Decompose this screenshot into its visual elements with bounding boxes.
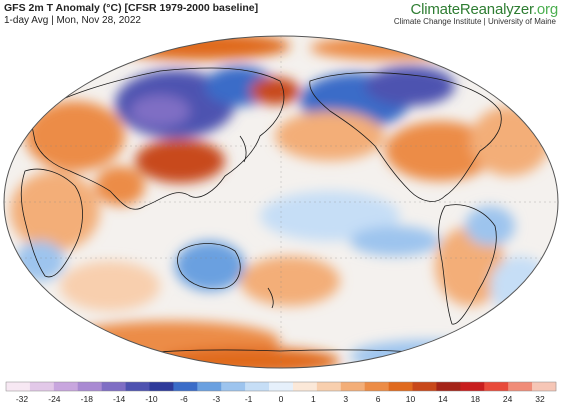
coast-eurasia [29, 67, 285, 210]
colorbar-tick-label: -24 [48, 394, 61, 403]
colorbar-tick-label: -10 [145, 394, 158, 403]
colorbar-swatch [149, 382, 174, 391]
anomaly-arctic-east [310, 36, 470, 60]
colorbar-tick-label: -32 [16, 394, 29, 403]
colorbar-tick-label: 14 [438, 394, 448, 403]
anomaly-africa-warm [10, 171, 100, 251]
colorbar-tick-label: 18 [471, 394, 481, 403]
anomaly-china-warm [135, 139, 225, 183]
chart-title: GFS 2m T Anomaly (°C) [CFSR 1979-2000 ba… [4, 2, 259, 14]
anomaly-india-warm [95, 166, 145, 206]
colorbar-swatch [412, 382, 437, 391]
anomaly-antarctica-east-cool [350, 340, 510, 368]
colorbar-tick-label: 1 [311, 394, 316, 403]
colorbar-swatch [292, 382, 318, 391]
globe-outline [3, 35, 559, 369]
colorbar-legend: -32 -24 -18 -14 -10 -6 -3 -1 0 1 3 6 10 14 18 24 32 [5, 381, 557, 403]
anomaly-south-pacific-warm [240, 256, 340, 306]
colorbar-swatch [388, 382, 413, 391]
anomaly-weddell-warm [480, 336, 558, 366]
coast-south-america [438, 204, 497, 325]
chart-subtitle: 1-day Avg | Mon, Nov 28, 2022 [4, 15, 141, 26]
coast-north-america [309, 72, 502, 202]
anomaly-australia-cool [175, 241, 245, 291]
brand-name: ClimateReanalyzer [410, 1, 533, 18]
anomaly-south-america-warm [435, 226, 505, 306]
colorbar-swatch [532, 382, 557, 391]
colorbar-tick-label: 0 [279, 394, 284, 403]
colorbar-swatch [245, 382, 270, 391]
colorbar-swatch [221, 382, 246, 391]
colorbar-tick-label: -1 [245, 394, 253, 403]
anomaly-siberia-core [130, 95, 190, 127]
anomaly-europe-warm [25, 101, 125, 171]
colorbar-swatch [173, 382, 198, 391]
temperature-anomaly-map [3, 35, 559, 369]
colorbar-swatch [6, 382, 31, 391]
colorbar-tick-label: -14 [113, 394, 126, 403]
coast-japan [239, 135, 247, 163]
colorbar-swatch [340, 382, 365, 391]
colorbar-swatch [77, 382, 102, 391]
coast-new-zealand [267, 287, 274, 309]
colorbar-tick-label: 32 [535, 394, 545, 403]
anomaly-pacific-nw-warm [275, 111, 385, 161]
colorbar-tick-label: 24 [503, 394, 513, 403]
coast-australia [177, 243, 241, 290]
brand-suffix: .org [532, 1, 558, 18]
colorbar-swatch [53, 382, 79, 391]
anomaly-indian-ocean-warm [60, 261, 160, 311]
colorbar-swatch [484, 382, 509, 391]
colorbar-tick-label: 10 [406, 394, 416, 403]
colorbar-tick-label: 6 [376, 394, 381, 403]
anomaly-antarctica-west-warm [160, 347, 340, 368]
colorbar-swatch [197, 382, 222, 391]
coast-greenland [503, 73, 539, 107]
colorbar-tick-label: -3 [213, 394, 221, 403]
colorbar-swatch [125, 382, 150, 391]
anomaly-central-pacific-cool [260, 191, 400, 241]
anomaly-us-warm [385, 121, 495, 181]
colorbar-tick-label: -6 [180, 394, 188, 403]
colorbar-swatch [29, 382, 55, 391]
brand-affiliation: Climate Change Institute | University of… [393, 17, 556, 26]
anomaly-east-pacific-cool [350, 226, 440, 256]
colorbar-tick-label: -18 [81, 394, 94, 403]
colorbar-swatch [316, 382, 342, 391]
colorbar-swatch [460, 382, 485, 391]
colorbar-swatch [101, 382, 126, 391]
colorbar-swatch [269, 382, 294, 391]
colorbar-swatch [364, 382, 389, 391]
anomaly-far-east-warm [250, 77, 300, 105]
coast-africa [20, 168, 83, 278]
colorbar-swatch [508, 382, 533, 391]
anomaly-canada-cold [365, 66, 455, 106]
brand-logo[interactable]: ClimateReanalyzer.org [410, 1, 558, 18]
anomaly-atlantic-warm [470, 106, 550, 176]
anomaly-south-america-cool [465, 206, 515, 246]
colorbar-outline [5, 381, 557, 392]
colorbar-swatch [436, 382, 461, 391]
colorbar-tick-label: 3 [343, 394, 348, 403]
